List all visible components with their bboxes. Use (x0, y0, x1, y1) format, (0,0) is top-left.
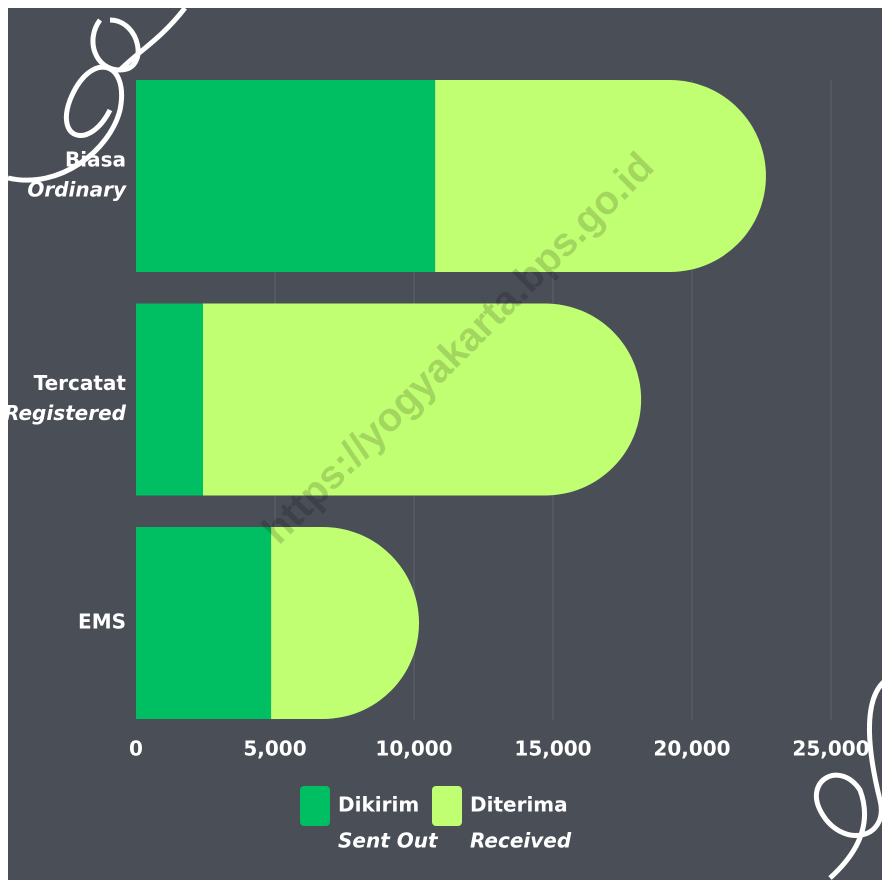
y-tick-label: EMS (78, 610, 126, 634)
x-tick-label: 0 (129, 737, 143, 761)
legend-label: Sent Out (338, 829, 439, 853)
y-tick-label: Ordinary (27, 178, 127, 202)
x-tick-label: 20,000 (653, 737, 730, 761)
x-tick-label: 15,000 (514, 737, 591, 761)
bar-segment (435, 80, 766, 272)
bar-segment (136, 80, 436, 272)
y-tick-label: Registered (4, 401, 127, 425)
bar-segment (136, 527, 272, 719)
y-tick-label: Tercatat (34, 371, 127, 395)
x-tick-label: 5,000 (243, 737, 306, 761)
legend-swatch (432, 786, 462, 826)
decoration (7, 6, 187, 183)
decoration (813, 678, 888, 880)
bars (136, 80, 766, 719)
labels: 0 5,000 10,000 15,000 20,000 25,000 Biasa Ordin… (4, 148, 870, 853)
legend-swatch (300, 786, 330, 826)
bar-segment (136, 303, 203, 496)
x-tick-label: 10,000 (375, 737, 452, 761)
legend-label: Diterima (470, 793, 568, 817)
legend-label: Dikirim (338, 793, 419, 817)
x-tick-label: 25,000 (792, 737, 869, 761)
bar-segment (202, 303, 642, 496)
legend-label: Received (470, 829, 572, 853)
y-tick-label: Biasa (65, 148, 126, 172)
bar-segment (271, 527, 420, 719)
